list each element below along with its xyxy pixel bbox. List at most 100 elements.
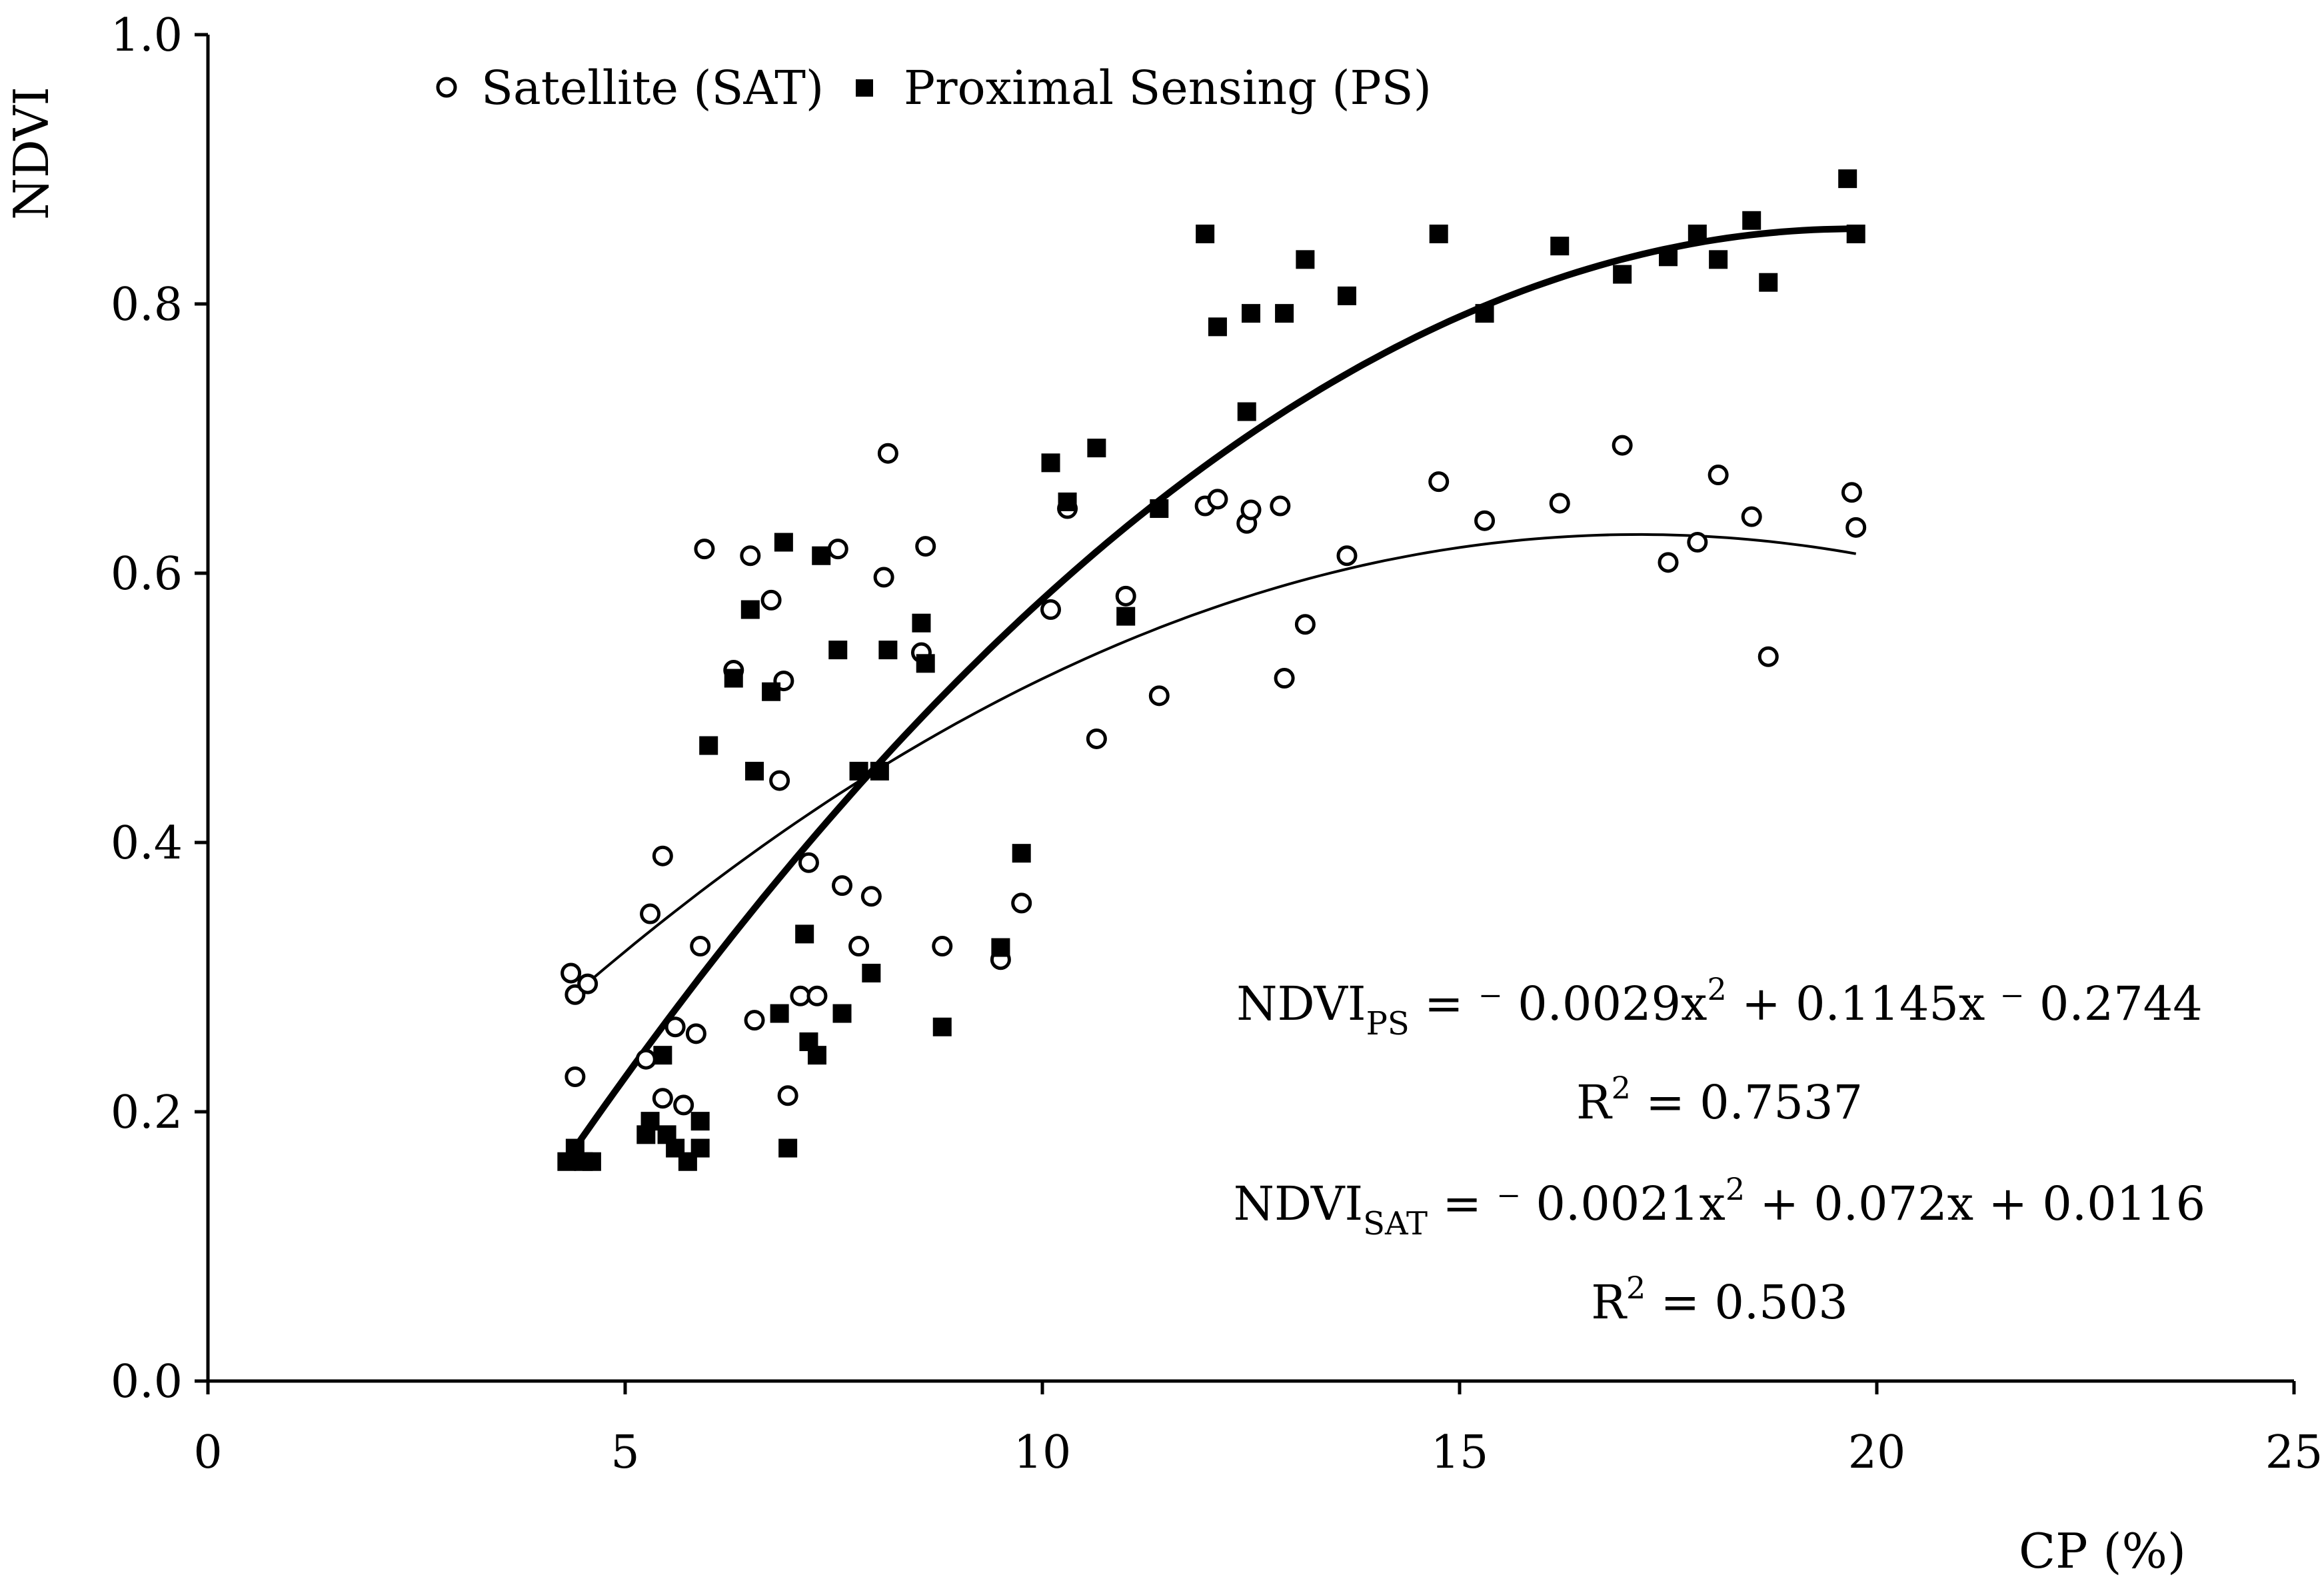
sat-point-47 [1428, 471, 1450, 493]
sat-eq-sup: 2 [1726, 1171, 1745, 1207]
sat-point-31 [932, 936, 953, 957]
sat-point-19 [777, 1085, 798, 1106]
ps-point-47 [1429, 224, 1448, 243]
ps-trendline [568, 225, 1856, 1156]
sat-point-48 [1474, 510, 1496, 531]
ps-point-48 [1475, 304, 1494, 323]
ps-r2: R2 = 0.7537 [1576, 1070, 1863, 1130]
sat-point-12 [694, 539, 715, 560]
ps-point-37 [1087, 439, 1106, 458]
ps-point-41 [1208, 317, 1227, 337]
ps-point-42 [1237, 402, 1256, 421]
sat-point-22 [806, 985, 828, 1006]
sat-point-55 [1757, 646, 1779, 667]
sat-point-43 [1270, 495, 1291, 517]
ps-point-49 [1550, 237, 1570, 256]
sat-point-46 [1336, 545, 1358, 567]
sat-point-53 [1708, 465, 1729, 486]
ps-point-51 [1659, 247, 1678, 267]
ps-point-24 [828, 641, 848, 660]
ps-point-20 [795, 924, 814, 944]
ps-point-32 [932, 1017, 952, 1036]
sat-equation: NDVISAT = ⁻ 0.0021x2 + 0.072x + 0.0116 [1234, 1171, 2205, 1242]
sat-point-2 [565, 1066, 586, 1087]
sat-point-3 [577, 973, 598, 994]
ps-eq-prefix: NDVI [1236, 976, 1366, 1031]
sat-trendline [570, 533, 1857, 998]
x-tick-label-2: 10 [1014, 1426, 1072, 1479]
legend: Satellite (SAT) Proximal Sensing (PS) [436, 61, 1432, 115]
ps-point-15 [745, 761, 764, 781]
sat-point-1 [565, 984, 586, 1005]
sat-point-27 [873, 567, 894, 588]
ps-point-57 [1846, 224, 1865, 243]
legend-ps-marker [856, 79, 873, 97]
ps-point-3 [582, 1152, 601, 1171]
x-tick-label-3: 15 [1431, 1426, 1489, 1479]
ps-point-13 [724, 669, 743, 688]
ps-point-14 [740, 600, 760, 619]
ps-point-22 [807, 1046, 826, 1065]
sat-point-54 [1741, 506, 1762, 527]
x-tick-label-1: 5 [610, 1426, 639, 1479]
ps-point-52 [1688, 224, 1707, 243]
sat-point-56 [1841, 482, 1862, 503]
ps-point-34 [1012, 844, 1031, 863]
ps-point-26 [849, 761, 868, 781]
sat-point-34 [1040, 599, 1062, 621]
y-axis-title: NDVI [3, 87, 59, 220]
sat-point-5 [640, 903, 661, 924]
trendlines [568, 225, 1857, 1156]
sat-point-8 [664, 1016, 686, 1038]
sat-point-50 [1612, 435, 1633, 456]
sat-point-17 [769, 770, 790, 791]
x-tick-label-5: 25 [2265, 1426, 2323, 1479]
ps-point-35 [1041, 453, 1060, 473]
sat-point-52 [1687, 532, 1708, 553]
sat-point-23 [827, 539, 848, 560]
sat-point-10 [685, 1023, 706, 1044]
sat-point-38 [1148, 685, 1170, 707]
ps-points [557, 169, 1865, 1171]
sat-point-44 [1274, 668, 1295, 689]
sat-point-33 [1011, 892, 1032, 914]
sat-r2-prefix: R [1591, 1275, 1628, 1330]
sat-eq-prefix: NDVI [1234, 1176, 1363, 1231]
ps-point-6 [653, 1046, 672, 1065]
sat-eq-body: = ⁻ 0.0021x [1428, 1176, 1726, 1231]
ps-point-10 [690, 1138, 710, 1158]
ps-point-53 [1709, 250, 1728, 269]
ps-point-56 [1838, 169, 1857, 189]
x-axis-title: CP (%) [2019, 1523, 2186, 1579]
sat-point-36 [1086, 728, 1107, 749]
sat-point-37 [1115, 585, 1136, 607]
sat-point-7 [652, 1088, 673, 1109]
ps-point-43 [1242, 304, 1260, 323]
ps-point-44 [1275, 304, 1294, 323]
sat-point-21 [798, 852, 819, 873]
sat-r2-sup: 2 [1626, 1270, 1646, 1306]
sat-point-42 [1240, 499, 1262, 521]
sat-point-6 [652, 845, 673, 866]
ps-eq-body: = ⁻ 0.0029x [1410, 976, 1708, 1031]
ps-eq-tail: + 0.1145x ⁻ 0.2744 [1727, 976, 2203, 1031]
sat-point-51 [1658, 552, 1679, 573]
ps-r2-prefix: R [1576, 1075, 1613, 1130]
ps-point-16 [762, 682, 781, 701]
ps-point-38 [1116, 607, 1136, 626]
ps-point-36 [1058, 492, 1077, 511]
x-tick-label-4: 20 [1848, 1426, 1906, 1479]
ps-point-45 [1296, 250, 1315, 269]
equations: NDVIPS = ⁻ 0.0029x2 + 0.1145x ⁻ 0.2744 R… [1234, 971, 2205, 1330]
ps-point-29 [878, 641, 898, 660]
sat-eq-tail: + 0.072x + 0.0116 [1745, 1176, 2205, 1231]
sat-point-30 [915, 536, 936, 557]
sat-eq-sub: SAT [1363, 1205, 1428, 1242]
y-tick-label-4: 0.8 [111, 279, 183, 331]
sat-point-25 [848, 936, 870, 957]
ps-point-25 [832, 1004, 852, 1023]
ps-eq-sub: PS [1366, 1005, 1410, 1042]
ps-point-17 [770, 1004, 789, 1023]
sat-point-49 [1549, 493, 1570, 514]
